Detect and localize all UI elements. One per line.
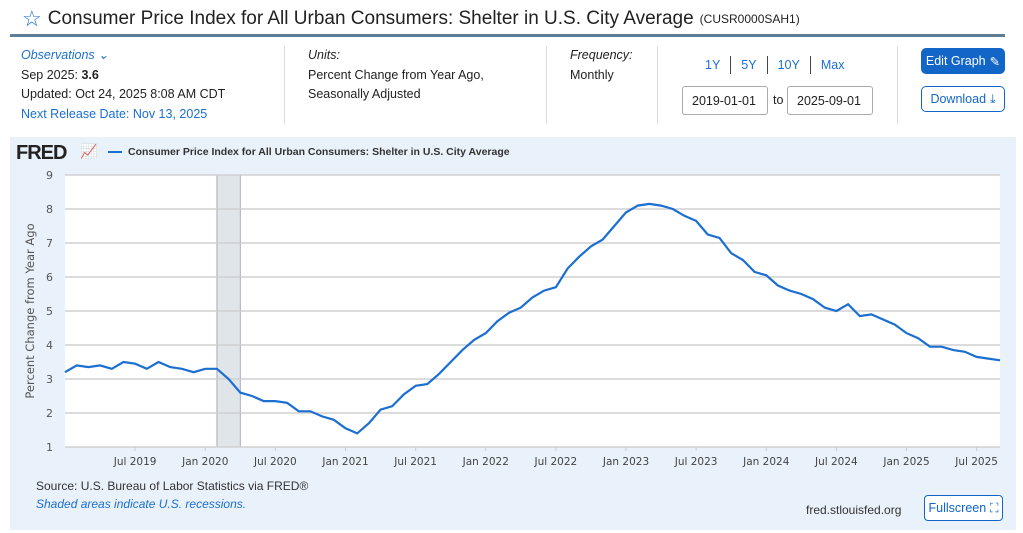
y-tick-label: 8 (46, 203, 53, 216)
site-link[interactable]: fred.stlouisfed.org (806, 503, 902, 517)
observations-block: Observations ⌄ Sep 2025: 3.6 Updated: Oc… (21, 46, 225, 124)
series-title: Consumer Price Index for All Urban Consu… (47, 8, 694, 29)
to-label: to (773, 93, 784, 107)
x-tick-label: Jul 2021 (393, 456, 437, 468)
y-tick-label: 7 (46, 237, 53, 250)
y-tick-label: 9 (46, 169, 53, 182)
y-tick-label: 2 (46, 407, 53, 420)
observations-label: Observations (21, 48, 95, 62)
divider (897, 46, 898, 124)
range-10y[interactable]: 10Y (766, 56, 810, 74)
legend-swatch (108, 151, 122, 153)
divider (657, 46, 658, 124)
edit-icon: ✎ (989, 54, 1001, 69)
range-max[interactable]: Max (809, 56, 855, 74)
series-id: (CUSR0000SAH1) (699, 12, 800, 26)
legend-label: Consumer Price Index for All Urban Consu… (128, 146, 510, 158)
x-tick-label: Jul 2025 (954, 456, 998, 468)
page-title: ☆ Consumer Price Index for All Urban Con… (22, 6, 800, 32)
units-line1: Percent Change from Year Ago, (308, 67, 484, 82)
star-icon[interactable]: ☆ (22, 6, 42, 31)
fred-logo: FRED (16, 142, 67, 164)
y-tick-label: 5 (46, 305, 53, 318)
x-tick-label: Jul 2024 (814, 456, 858, 468)
frequency-value: Monthly (570, 67, 614, 82)
x-tick-label: Jul 2022 (534, 456, 578, 468)
observations-toggle[interactable]: Observations ⌄ (21, 46, 225, 66)
range-buttons: 1Y 5Y 10Y Max (695, 56, 854, 74)
y-tick-label: 6 (46, 271, 53, 284)
download-button[interactable]: Download ⤓ (921, 86, 1005, 112)
x-tick-label: Jul 2019 (113, 456, 157, 468)
fullscreen-label: Fullscreen (928, 501, 987, 515)
x-tick-label: Jul 2020 (253, 456, 297, 468)
frequency-block: Frequency: Monthly (570, 46, 633, 85)
units-label: Units: (308, 48, 340, 62)
x-tick-label: Jan 2020 (181, 456, 228, 468)
y-tick-label: 4 (46, 339, 53, 352)
updated-text: Updated: Oct 24, 2025 8:08 AM CDT (21, 87, 226, 101)
x-tick-label: Jan 2021 (321, 456, 368, 468)
fullscreen-button[interactable]: Fullscreen ⛶ (924, 495, 1003, 521)
frequency-label: Frequency: (570, 48, 633, 62)
download-label: Download (930, 92, 987, 106)
x-tick-label: Jan 2023 (602, 456, 649, 468)
chart-legend: Consumer Price Index for All Urban Consu… (108, 146, 510, 158)
units-line2: Seasonally Adjusted (308, 87, 421, 101)
y-tick-label: 3 (46, 373, 53, 386)
download-icon: ⤓ (990, 91, 996, 106)
range-5y[interactable]: 5Y (730, 56, 766, 74)
x-tick-label: Jan 2025 (882, 456, 929, 468)
header-divider (10, 34, 1005, 37)
y-tick-label: 1 (46, 441, 53, 454)
next-release-link[interactable]: Next Release Date: Nov 13, 2025 (21, 106, 208, 121)
source-text: Source: U.S. Bureau of Labor Statistics … (36, 479, 309, 493)
x-tick-label: Jan 2022 (462, 456, 509, 468)
chart-icon: 📈 (80, 143, 98, 159)
x-tick-label: Jul 2023 (674, 456, 718, 468)
latest-date: Sep 2025: (21, 67, 78, 82)
units-block: Units: Percent Change from Year Ago, Sea… (308, 46, 484, 105)
edit-graph-button[interactable]: Edit Graph ✎ (921, 48, 1005, 74)
edit-graph-label: Edit Graph (925, 54, 986, 68)
divider (284, 46, 285, 124)
range-1y[interactable]: 1Y (705, 58, 721, 72)
x-tick-label: Jan 2024 (742, 456, 790, 468)
end-date-input[interactable]: 2025-09-01 (787, 86, 873, 115)
latest-value: 3.6 (81, 67, 99, 82)
start-date-input[interactable]: 2019-01-01 (682, 86, 768, 115)
chevron-down-icon: ⌄ (98, 48, 109, 62)
fullscreen-icon: ⛶ (989, 500, 999, 515)
recession-note: Shaded areas indicate U.S. recessions. (36, 497, 247, 511)
divider (546, 46, 547, 124)
y-axis-label: Percent Change from Year Ago (23, 223, 37, 398)
